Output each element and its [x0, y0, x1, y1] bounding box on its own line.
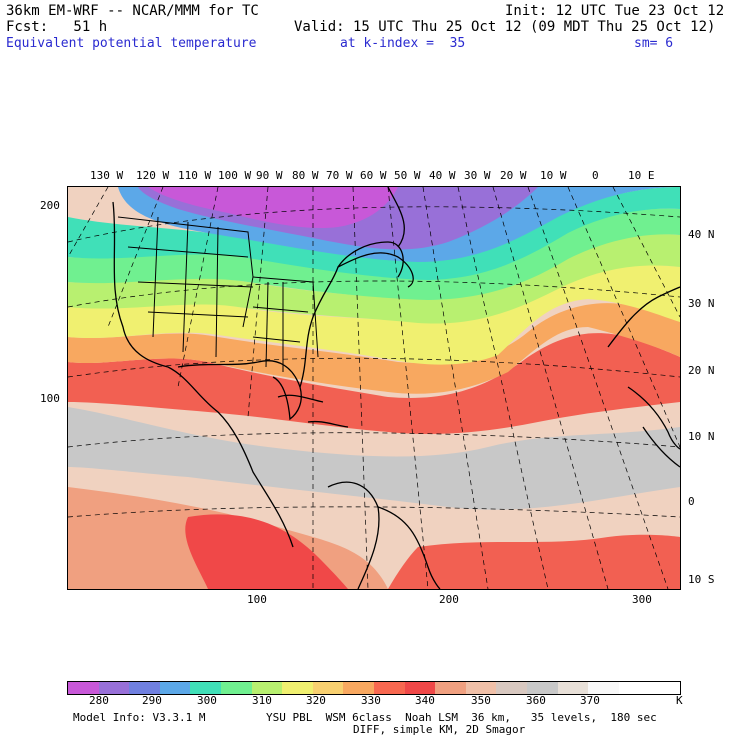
field-lime: [68, 234, 680, 324]
colorbar-swatch: [557, 682, 589, 694]
model-info: Model Info: V3.3.1 M: [73, 711, 206, 724]
colorbar-swatch: [282, 682, 313, 694]
colorbar-swatch: [312, 682, 344, 694]
lat-label: 40 N: [688, 228, 715, 241]
grid-x-label: 200: [439, 593, 459, 606]
field-red-south: [185, 514, 348, 589]
colorbar-swatch: [588, 682, 619, 694]
smoothing-label: sm= 6: [634, 36, 674, 51]
field-gray: [68, 407, 680, 510]
lon-label: 10 W: [540, 169, 567, 182]
lon-label: 100 W: [218, 169, 252, 182]
colorbar-swatch: [129, 682, 160, 694]
lat-label: 20 N: [688, 364, 715, 377]
lon-label: 30 W: [464, 169, 491, 182]
colorbar-swatch: [526, 682, 558, 694]
colorbar-swatch: [465, 682, 497, 694]
colorbar-swatch: [435, 682, 466, 694]
theta-e-map: [67, 186, 681, 590]
graticule: [68, 187, 680, 589]
lon-label: 20 W: [500, 169, 527, 182]
colorbar-label: 360: [526, 694, 546, 707]
grid-y-label: 100: [40, 392, 60, 405]
lon-label: 130 W: [90, 169, 124, 182]
colorbar-swatch: [220, 682, 252, 694]
colorbar-swatch: [98, 682, 130, 694]
lon-label: 120 W: [136, 169, 170, 182]
field-name: Equivalent potential temperature: [6, 36, 257, 51]
colorbar-swatch: [373, 682, 405, 694]
colorbar: [67, 681, 681, 695]
lat-label: 10 N: [688, 430, 715, 443]
field-orange: [68, 303, 680, 394]
colorbar-label: 310: [252, 694, 272, 707]
colorbar-unit: K: [676, 694, 683, 707]
map-canvas: [68, 187, 680, 589]
colorbar-label: 320: [306, 694, 326, 707]
k-index-label: at k-index = 35: [340, 36, 466, 51]
grid-x-label: 100: [247, 593, 267, 606]
colorbar-swatch: [159, 682, 191, 694]
colorbar-swatch: [404, 682, 436, 694]
valid-time: Valid: 15 UTC Thu 25 Oct 12 (09 MDT Thu …: [294, 19, 716, 35]
field-yellow: [68, 265, 680, 365]
colorbar-label: 370: [580, 694, 600, 707]
grid-x-label: 300: [632, 593, 652, 606]
diffusion-info: DIFF, simple KM, 2D Smagor: [353, 723, 526, 736]
forecast-hour: Fcst: 51 h: [6, 19, 108, 35]
lat-label: 0: [688, 495, 695, 508]
physics-info: YSU PBL WSM 6class Noah LSM 36 km, 35 le…: [266, 711, 657, 724]
colorbar-label: 340: [415, 694, 435, 707]
colorbar-swatch: [68, 682, 99, 694]
lon-label: 110 W: [178, 169, 212, 182]
field-red-southeast: [388, 534, 680, 589]
lon-label: 40 W: [429, 169, 456, 182]
lon-label: 70 W: [326, 169, 353, 182]
init-time: Init: 12 UTC Tue 23 Oct 12: [505, 3, 725, 19]
lon-label: 60 W: [360, 169, 387, 182]
lat-label: 30 N: [688, 297, 715, 310]
colorbar-swatch: [649, 682, 680, 694]
colorbar-swatch: [618, 682, 650, 694]
lon-label: 10 E: [628, 169, 655, 182]
colorbar-label: 330: [361, 694, 381, 707]
model-title: 36km EM-WRF -- NCAR/MMM for TC: [6, 3, 259, 19]
state-borders: [117, 216, 319, 372]
grid-y-label: 200: [40, 199, 60, 212]
lon-label: 80 W: [292, 169, 319, 182]
field-red: [68, 333, 680, 434]
lon-label: 0: [592, 169, 599, 182]
lon-label: 90 W: [256, 169, 283, 182]
colorbar-label: 300: [197, 694, 217, 707]
colorbar-swatch: [190, 682, 221, 694]
colorbar-label: 290: [142, 694, 162, 707]
lat-label: 10 S: [688, 573, 715, 586]
colorbar-swatch: [251, 682, 283, 694]
colorbar-swatch: [496, 682, 527, 694]
lon-label: 50 W: [394, 169, 421, 182]
coastlines: [112, 187, 680, 589]
colorbar-label: 280: [89, 694, 109, 707]
colorbar-swatch: [343, 682, 374, 694]
field-green: [68, 208, 680, 300]
field-cyan: [68, 187, 680, 280]
colorbar-label: 350: [471, 694, 491, 707]
field-deep-purple: [148, 187, 398, 229]
